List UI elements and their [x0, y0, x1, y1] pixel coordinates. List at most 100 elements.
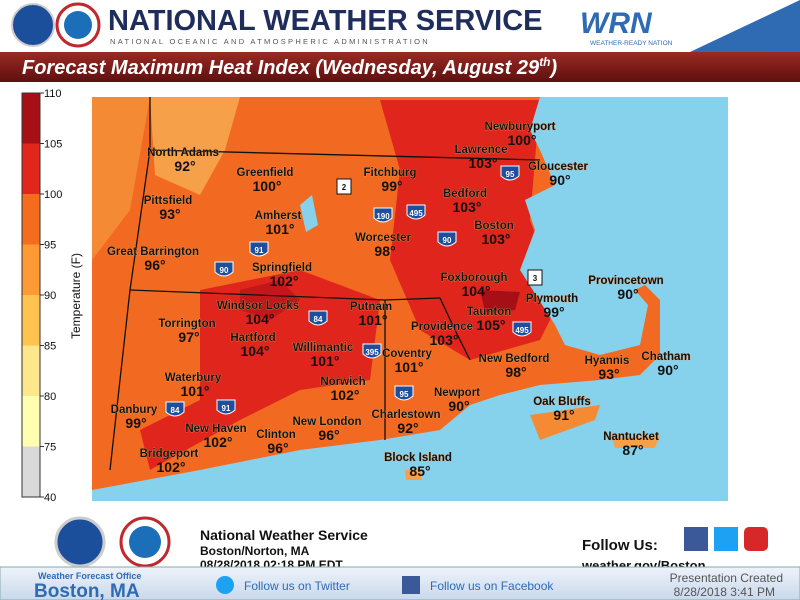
route-label: 190	[376, 212, 390, 221]
route-label: 2	[342, 183, 347, 192]
route-shield	[214, 261, 234, 277]
nws-logo-inner	[129, 526, 161, 558]
border	[439, 297, 471, 361]
hottest-zone	[480, 290, 520, 312]
city-name: New Bedford	[479, 353, 550, 365]
city-name: Greenfield	[237, 167, 294, 179]
city-name: New Haven	[185, 423, 246, 435]
border	[149, 149, 541, 161]
city-heat-index: 99°	[125, 415, 146, 431]
city-name: Charlestown	[371, 409, 440, 421]
city-heat-index: 101°	[181, 383, 210, 399]
ocean	[92, 97, 728, 501]
city-heat-index: 92°	[397, 420, 418, 436]
route-label: 91	[255, 246, 264, 255]
wrn-logo: WRN	[580, 7, 653, 40]
city-name: Newport	[434, 387, 480, 399]
city-name: Torrington	[158, 318, 215, 330]
facebook-icon[interactable]	[684, 527, 708, 551]
city-name: Great Barrington	[107, 246, 199, 258]
footer-location: Boston/Norton, MA	[200, 544, 310, 558]
city-heat-index: 103°	[469, 155, 498, 171]
city-heat-index: 91°	[553, 407, 574, 423]
route-label: 90	[443, 236, 452, 245]
nws-logo-inner	[64, 11, 92, 39]
city-heat-index: 93°	[159, 206, 180, 222]
city-heat-index: 101°	[359, 312, 388, 328]
city-heat-index: 104°	[241, 343, 270, 359]
city-name: Boston	[474, 220, 514, 232]
city-heat-index: 87°	[622, 442, 643, 458]
twitter-link[interactable]: Follow us on Twitter	[244, 579, 350, 593]
colorbar-tick-label: 90	[44, 290, 56, 302]
city-name: Putnam	[350, 301, 392, 313]
city-heat-index: 100°	[253, 178, 282, 194]
banner-text: Forecast Maximum Heat Index (Wednesday, …	[22, 57, 540, 79]
route-label: 95	[506, 170, 515, 179]
route-shield	[437, 231, 457, 247]
city-heat-index: 103°	[430, 332, 459, 348]
follow-us: Follow Us:	[582, 537, 658, 554]
city-name: Lawrence	[454, 144, 507, 156]
hottest-zone	[240, 280, 300, 320]
city-name: Worcester	[355, 232, 412, 244]
city-heat-index: 99°	[381, 178, 402, 194]
border	[109, 97, 151, 471]
city-heat-index: 90°	[448, 398, 469, 414]
colorbar-band	[22, 93, 40, 144]
city-heat-index: 101°	[311, 353, 340, 369]
city-name: Bridgeport	[140, 448, 199, 460]
facebook-link[interactable]: Follow us on Facebook	[430, 579, 554, 593]
legend-bg	[0, 88, 90, 500]
city-name: Clinton	[256, 429, 296, 441]
city-name: Nantucket	[603, 431, 659, 443]
colorbar-tick-label: 85	[44, 341, 56, 353]
city-heat-index: 102°	[331, 387, 360, 403]
cool-zone	[150, 97, 240, 195]
city-heat-index: 97°	[178, 329, 199, 345]
header	[0, 0, 800, 52]
city-heat-index: 102°	[157, 459, 186, 475]
route-label: 3	[533, 274, 538, 283]
youtube-icon[interactable]	[744, 527, 768, 551]
city-name: Newburyport	[485, 121, 556, 133]
colorbar-band	[22, 295, 40, 346]
city-heat-index: 90°	[617, 286, 638, 302]
city-name: Windsor Locks	[217, 300, 299, 312]
twitter-icon[interactable]	[216, 576, 234, 594]
wfo-label: Weather Forecast Office	[38, 571, 141, 581]
warm-zone	[92, 97, 150, 260]
city-heat-index: 102°	[204, 434, 233, 450]
city-name: Amherst	[255, 210, 302, 222]
colorbar-band	[22, 194, 40, 245]
city-name: Fitchburg	[363, 167, 416, 179]
city-heat-index: 98°	[505, 364, 526, 380]
wfo-city: Boston, MA	[34, 581, 140, 600]
banner-title: Forecast Maximum Heat Index (Wednesday, …	[22, 55, 558, 79]
bottom-bar	[0, 566, 800, 600]
city-name: Oak Bluffs	[533, 396, 591, 408]
colorbar-tick-label: 105	[44, 139, 62, 151]
route-label: 84	[171, 406, 180, 415]
map	[92, 97, 728, 501]
colorbar-band	[22, 244, 40, 295]
city-heat-index: 98°	[374, 243, 395, 259]
noaa-logo	[54, 516, 106, 568]
city-name: North Adams	[147, 147, 219, 159]
footer-office: National Weather Service	[200, 527, 368, 543]
route-shield	[527, 269, 543, 286]
facebook-icon[interactable]	[402, 576, 420, 594]
city-name: Provincetown	[588, 275, 663, 287]
city-name: Providence	[411, 321, 473, 333]
city-heat-index: 96°	[318, 427, 339, 443]
colorbar-label: Temperature (F)	[69, 253, 83, 339]
route-shield	[216, 399, 236, 415]
twitter-icon[interactable]	[714, 527, 738, 551]
route-shield	[362, 343, 382, 359]
colorbar-band	[22, 446, 40, 497]
city-name: Bedford	[443, 188, 487, 200]
city-name: Block Island	[384, 452, 452, 464]
city-name: Hartford	[230, 332, 275, 344]
city-name: Springfield	[252, 262, 312, 274]
